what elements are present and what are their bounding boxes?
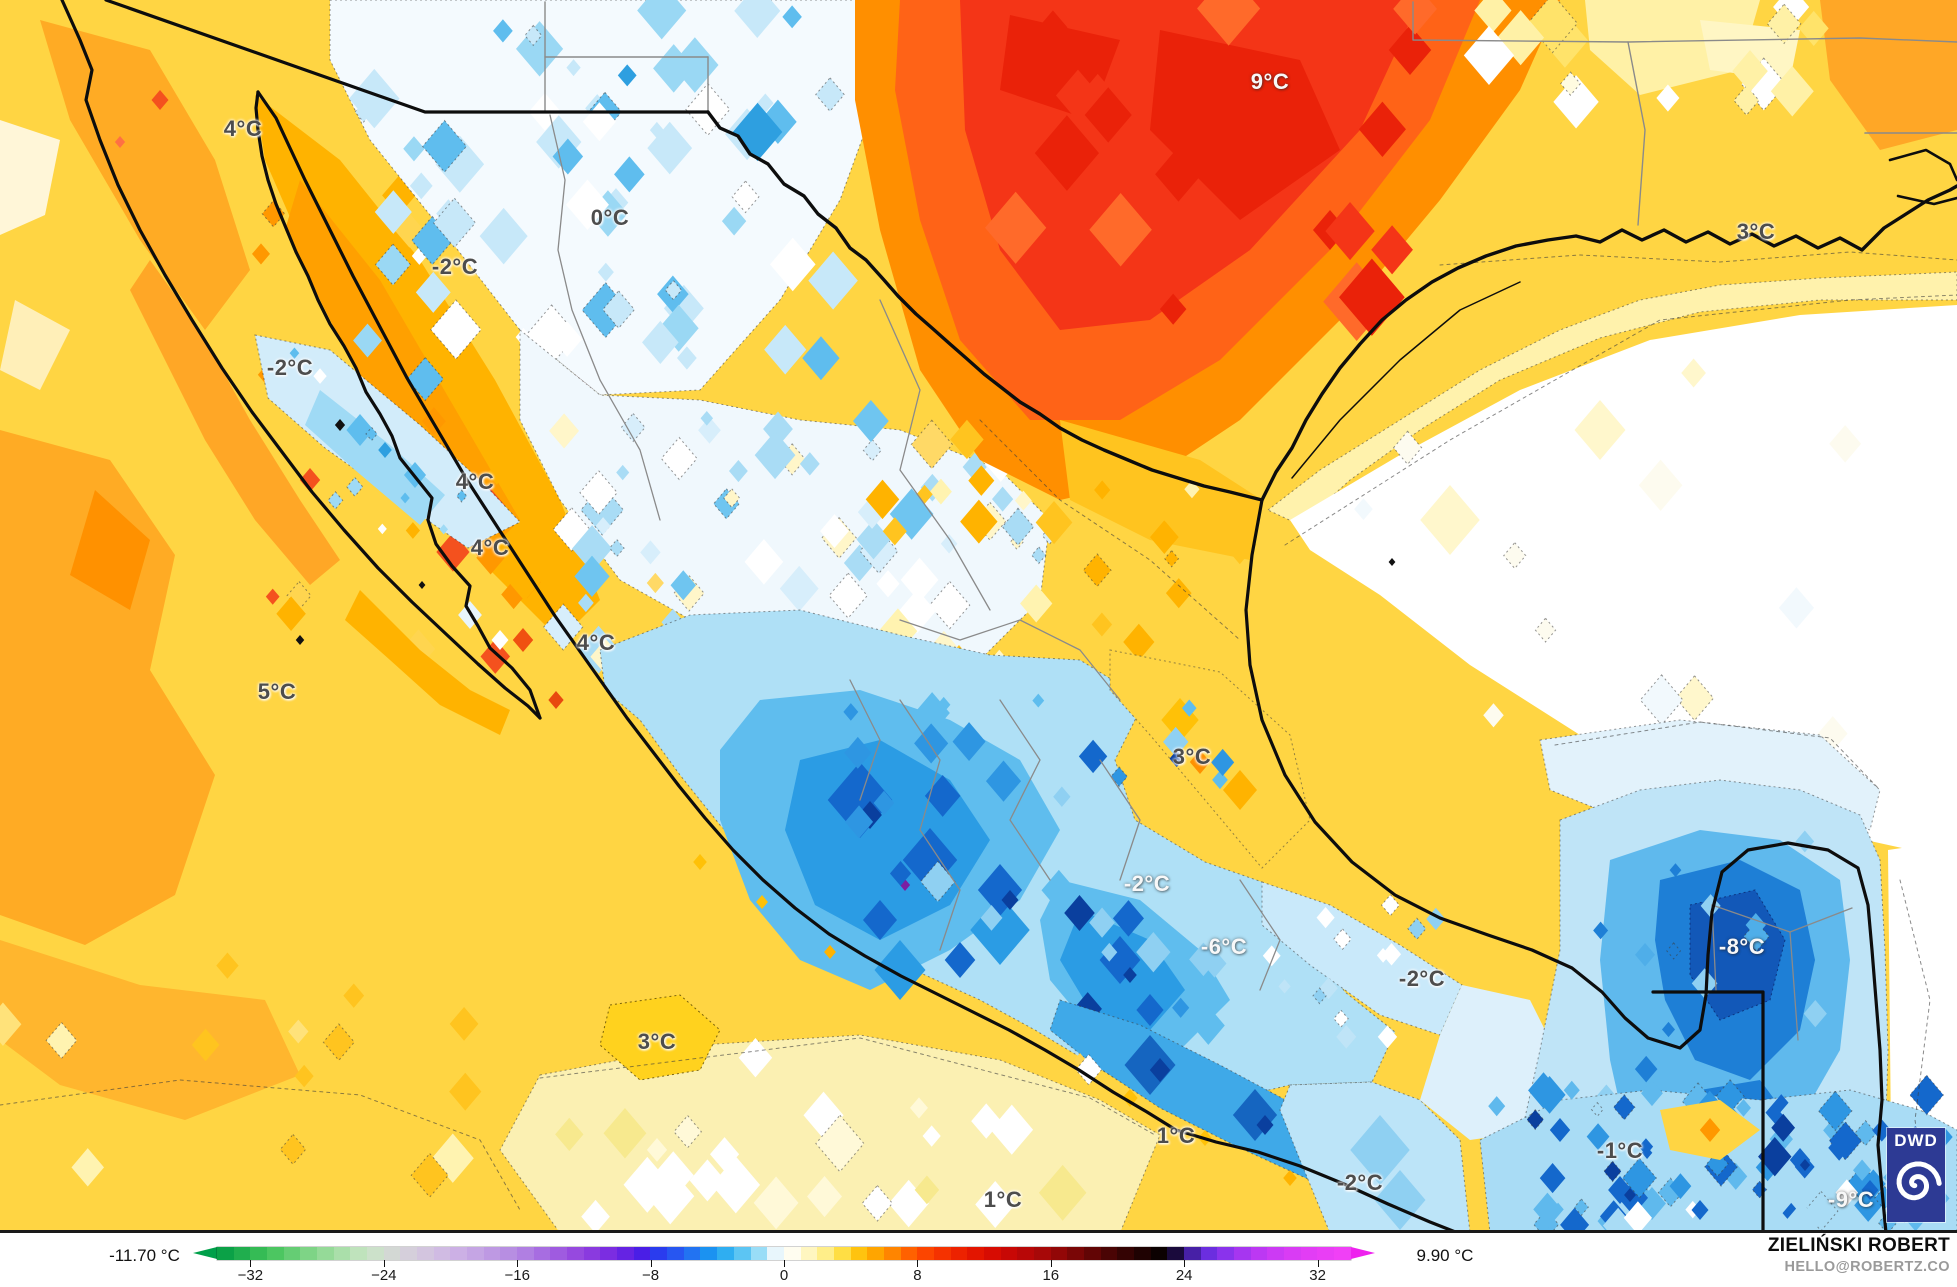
- colorbar-segment: [467, 1247, 484, 1260]
- dwd-logo: DWD: [1887, 1128, 1945, 1222]
- colorbar-segment: [1083, 1247, 1101, 1260]
- colorbar-tick-mark: [383, 1260, 385, 1267]
- colorbar-tick-label: −24: [371, 1267, 397, 1284]
- colorbar-tick-label: −16: [504, 1267, 530, 1284]
- temperature-contour-map: [0, 0, 1957, 1233]
- colorbar-segment: [383, 1247, 401, 1260]
- colorbar-tick-mark: [917, 1260, 919, 1267]
- colorbar-tick-mark: [1317, 1260, 1319, 1267]
- colorbar-segment: [300, 1247, 318, 1260]
- colorbar-segment: [967, 1247, 984, 1260]
- colorbar-tick-mark: [1050, 1260, 1052, 1267]
- colorbar-segment: [1267, 1247, 1284, 1260]
- dwd-logo-text: DWD: [1894, 1131, 1938, 1150]
- colorbar-segment: [1000, 1247, 1018, 1260]
- colorbar-tick-label: 24: [1175, 1267, 1193, 1284]
- colorbar-segment: [683, 1247, 701, 1260]
- colorbar-tick-mark: [1184, 1260, 1186, 1267]
- colorbar-segment: [1317, 1247, 1335, 1260]
- colorbar-segment: [650, 1247, 668, 1260]
- colorbar-segment: [1033, 1247, 1051, 1260]
- colorbar-segment: [633, 1247, 651, 1260]
- colorbar-segment: [750, 1247, 768, 1260]
- colorbar-right-arrow: [1351, 1247, 1375, 1259]
- colorbar-segment: [1300, 1247, 1318, 1260]
- colorbar-segment: [1133, 1247, 1151, 1260]
- colorbar-segment: [1250, 1247, 1268, 1260]
- colorbar-segment: [617, 1247, 634, 1260]
- colorbar-segment: [550, 1247, 568, 1260]
- colorbar-segment: [517, 1247, 534, 1260]
- colorbar-segment: [367, 1247, 384, 1260]
- colorbar-segment: [800, 1247, 818, 1260]
- colorbar-segment: [583, 1247, 601, 1260]
- colorbar-segment: [1100, 1247, 1118, 1260]
- colorbar-segment: [1067, 1247, 1084, 1260]
- colorbar-segment: [817, 1247, 834, 1260]
- colorbar-segment: [1150, 1247, 1168, 1260]
- colorbar: [217, 1247, 1351, 1260]
- colorbar-tick-label: 0: [779, 1267, 789, 1284]
- colorbar-segment: [717, 1247, 734, 1260]
- colorbar-tick-mark: [784, 1260, 785, 1267]
- colorbar-segment: [1284, 1247, 1301, 1260]
- colorbar-segment: [333, 1247, 351, 1260]
- colorbar-tick-label: −32: [237, 1267, 264, 1284]
- colorbar-tick-label: 8: [913, 1267, 922, 1284]
- min-value-label: -11.70 °C: [109, 1246, 180, 1265]
- colorbar-segment: [567, 1247, 584, 1260]
- colorbar-segment: [433, 1247, 451, 1260]
- credit-name: ZIELIŃSKI ROBERT: [1767, 1235, 1950, 1256]
- colorbar-segment: [883, 1247, 901, 1260]
- colorbar-segment: [767, 1247, 784, 1260]
- colorbar-tick-label: −8: [642, 1267, 660, 1284]
- colorbar-segment: [500, 1247, 518, 1260]
- colorbar-segment: [917, 1247, 934, 1260]
- colorbar-segment: [317, 1247, 334, 1260]
- colorbar-segment: [867, 1247, 884, 1260]
- dwd-spiral-icon: [1896, 1161, 1942, 1201]
- colorbar-segment: [1233, 1247, 1251, 1260]
- colorbar-segment: [417, 1247, 434, 1260]
- colorbar-segment: [950, 1247, 968, 1260]
- colorbar-segment: [1183, 1247, 1201, 1260]
- colorbar-segment: [600, 1247, 618, 1260]
- colorbar-segment: [1200, 1247, 1218, 1260]
- colorbar-tick-mark: [517, 1260, 519, 1267]
- colorbar-tick-label: 32: [1309, 1267, 1326, 1284]
- colorbar-segment: [733, 1247, 751, 1260]
- colorbar-segment: [667, 1247, 684, 1260]
- colorbar-segment: [400, 1247, 418, 1260]
- colorbar-tick-label: 16: [1042, 1267, 1060, 1284]
- credit-contact: HELLO@ROBERTZ.CO: [1784, 1259, 1950, 1275]
- colorbar-segment: [483, 1247, 501, 1260]
- colorbar-segment: [1050, 1247, 1068, 1260]
- colorbar-segment: [450, 1247, 468, 1260]
- colorbar-segment: [533, 1247, 551, 1260]
- colorbar-segment: [983, 1247, 1001, 1260]
- colorbar-segment: [233, 1247, 251, 1260]
- colorbar-segment: [283, 1247, 301, 1260]
- colorbar-segment: [1017, 1247, 1034, 1260]
- colorbar-segment: [1217, 1247, 1234, 1260]
- colorbar-segment: [850, 1247, 868, 1260]
- colorbar-tick-mark: [250, 1260, 252, 1267]
- colorbar-segment: [933, 1247, 951, 1260]
- colorbar-segment: [900, 1247, 918, 1260]
- colorbar-segment: [700, 1247, 718, 1260]
- colorbar-segment: [1167, 1247, 1184, 1260]
- legend-footer: -11.70 °C −32 −24 −16 −8 0 8 16 24 32 9.90 °C ZI…: [0, 1233, 1957, 1287]
- colorbar-segment: [217, 1247, 234, 1260]
- colorbar-segment: [267, 1247, 284, 1260]
- colorbar-left-arrow: [193, 1247, 217, 1259]
- colorbar-tick-mark: [650, 1260, 652, 1267]
- colorbar-segment: [250, 1247, 268, 1260]
- colorbar-segment: [350, 1247, 368, 1260]
- max-value-label: 9.90 °C: [1416, 1246, 1474, 1265]
- colorbar-segment: [1334, 1247, 1351, 1260]
- colorbar-segment: [833, 1247, 851, 1260]
- colorbar-segment: [1117, 1247, 1134, 1260]
- colorbar-segment: [783, 1247, 801, 1260]
